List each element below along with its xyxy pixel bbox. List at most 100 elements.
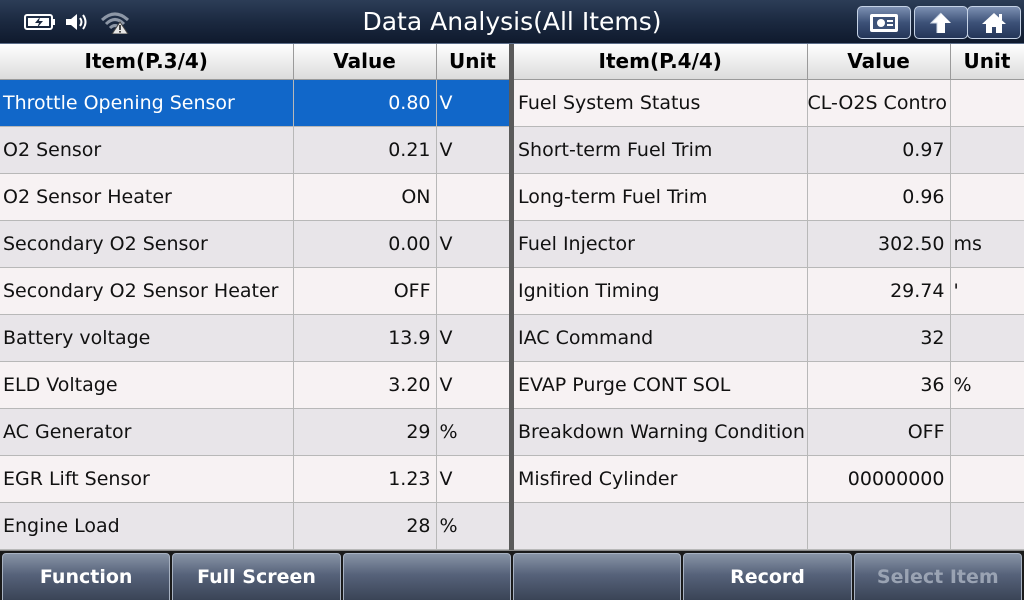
row-item-label: AC Generator xyxy=(0,408,294,456)
empty-2-button[interactable] xyxy=(342,553,511,600)
empty-3-button[interactable] xyxy=(512,553,682,600)
row-item-label: Fuel System Status xyxy=(514,79,808,127)
row-value: OFF xyxy=(293,267,437,315)
row-item-label: O2 Sensor Heater xyxy=(0,173,294,221)
row-unit xyxy=(436,173,510,221)
row-item-label: Fuel Injector xyxy=(514,220,808,268)
table-row[interactable]: O2 Sensor 0.21 V xyxy=(0,126,510,174)
column-header-value[interactable]: Value xyxy=(807,44,951,80)
left-table-header: Item(P.3/4) Value Unit xyxy=(0,44,510,80)
row-value: 0.97 xyxy=(807,126,951,174)
table-row[interactable]: EVAP Purge CONT SOL 36% xyxy=(514,361,1024,409)
row-value: 302.50 xyxy=(807,220,951,268)
table-row[interactable]: IAC Command 32 xyxy=(514,314,1024,362)
column-header-unit[interactable]: Unit xyxy=(436,44,510,80)
row-value: 00000000 xyxy=(807,455,951,503)
row-item-label: ELD Voltage xyxy=(0,361,294,409)
screenshot-button[interactable] xyxy=(857,6,911,39)
table-row[interactable]: AC Generator 29% xyxy=(0,408,510,456)
row-value: OFF xyxy=(807,408,951,456)
row-unit xyxy=(950,502,1024,550)
home-button[interactable] xyxy=(967,6,1021,39)
function-button[interactable]: Function xyxy=(2,553,171,600)
table-row[interactable]: Battery voltage 13.9 V xyxy=(0,314,510,362)
row-unit xyxy=(950,79,1024,127)
row-value: 32 xyxy=(807,314,951,362)
row-unit: V xyxy=(436,455,510,503)
row-item-label: Engine Load xyxy=(0,502,294,550)
row-value: 13.9 xyxy=(293,314,437,362)
row-value: 0.80 xyxy=(293,79,437,127)
screenshot-icon xyxy=(868,11,900,35)
full-screen-button[interactable]: Full Screen xyxy=(172,553,341,600)
table-row[interactable]: Long-term Fuel Trim 0.96 xyxy=(514,173,1024,221)
select-item-button[interactable]: Select Item xyxy=(853,553,1022,600)
row-value: 1.23 xyxy=(293,455,437,503)
column-header-item[interactable]: Item(P.3/4) xyxy=(0,44,294,80)
row-value: 0.96 xyxy=(807,173,951,221)
row-item-label: Ignition Timing xyxy=(514,267,808,315)
row-item-label xyxy=(514,502,808,550)
row-unit: % xyxy=(436,502,510,550)
table-row[interactable]: Short-term Fuel Trim 0.97 xyxy=(514,126,1024,174)
row-value: CL-O2S Contro xyxy=(807,79,951,127)
row-unit xyxy=(950,455,1024,503)
home-icon xyxy=(980,11,1008,35)
table-row[interactable]: Misfired Cylinder 00000000 xyxy=(514,455,1024,503)
battery-icon xyxy=(24,13,56,31)
row-unit xyxy=(950,408,1024,456)
row-item-label: Short-term Fuel Trim xyxy=(514,126,808,174)
row-unit: % xyxy=(436,408,510,456)
row-value: 0.21 xyxy=(293,126,437,174)
table-row[interactable]: ELD Voltage 3.20 V xyxy=(0,361,510,409)
row-unit: V xyxy=(436,220,510,268)
table-row[interactable] xyxy=(514,502,1024,550)
row-item-label: Breakdown Warning Condition xyxy=(514,408,808,456)
row-unit: V xyxy=(436,126,510,174)
table-row[interactable]: Ignition Timing 29.74 ' xyxy=(514,267,1024,315)
row-unit xyxy=(950,173,1024,221)
row-item-label: IAC Command xyxy=(514,314,808,362)
bottom-toolbar: Function Full Screen Record Select Item xyxy=(0,550,1024,600)
table-row[interactable]: EGR Lift Sensor 1.23 V xyxy=(0,455,510,503)
page-title: Data Analysis(All Items) xyxy=(362,7,662,36)
table-row[interactable]: Fuel System Status CL-O2S Contro xyxy=(514,79,1024,127)
row-item-label: Secondary O2 Sensor Heater xyxy=(0,267,294,315)
row-unit: V xyxy=(436,79,510,127)
row-value: ON xyxy=(293,173,437,221)
column-header-item[interactable]: Item(P.4/4) xyxy=(514,44,808,80)
table-row[interactable]: Breakdown Warning Condition OFF xyxy=(514,408,1024,456)
row-item-label: EVAP Purge CONT SOL xyxy=(514,361,808,409)
row-unit xyxy=(436,267,510,315)
table-row[interactable]: O2 Sensor Heater ON xyxy=(0,173,510,221)
table-row[interactable]: Secondary O2 Sensor 0.00 V xyxy=(0,220,510,268)
column-header-unit[interactable]: Unit xyxy=(950,44,1024,80)
row-value: 28 xyxy=(293,502,437,550)
row-unit: ' xyxy=(950,267,1024,315)
row-item-label: Misfired Cylinder xyxy=(514,455,808,503)
left-data-table: Item(P.3/4) Value Unit Throttle Opening … xyxy=(0,44,510,550)
row-value: 36 xyxy=(807,361,951,409)
row-value xyxy=(807,502,951,550)
back-button[interactable] xyxy=(914,6,968,39)
row-item-label: O2 Sensor xyxy=(0,126,294,174)
status-icons xyxy=(24,8,130,36)
table-row[interactable]: Secondary O2 Sensor Heater OFF xyxy=(0,267,510,315)
title-bar: Data Analysis(All Items) xyxy=(0,0,1024,44)
row-unit: V xyxy=(436,361,510,409)
table-divider xyxy=(509,44,514,550)
table-row[interactable]: Fuel Injector 302.50 ms xyxy=(514,220,1024,268)
row-item-label: Battery voltage xyxy=(0,314,294,362)
row-item-label: Secondary O2 Sensor xyxy=(0,220,294,268)
table-row[interactable]: Engine Load 28% xyxy=(0,502,510,550)
table-row[interactable]: Throttle Opening Sensor 0.80 V xyxy=(0,79,510,127)
record-button[interactable]: Record xyxy=(683,553,852,600)
row-item-label: Throttle Opening Sensor xyxy=(0,79,294,127)
row-unit xyxy=(950,314,1024,362)
row-unit: V xyxy=(436,314,510,362)
row-value: 29 xyxy=(293,408,437,456)
speaker-icon xyxy=(64,11,92,33)
row-unit xyxy=(950,126,1024,174)
column-header-value[interactable]: Value xyxy=(293,44,437,80)
row-value: 29.74 xyxy=(807,267,951,315)
